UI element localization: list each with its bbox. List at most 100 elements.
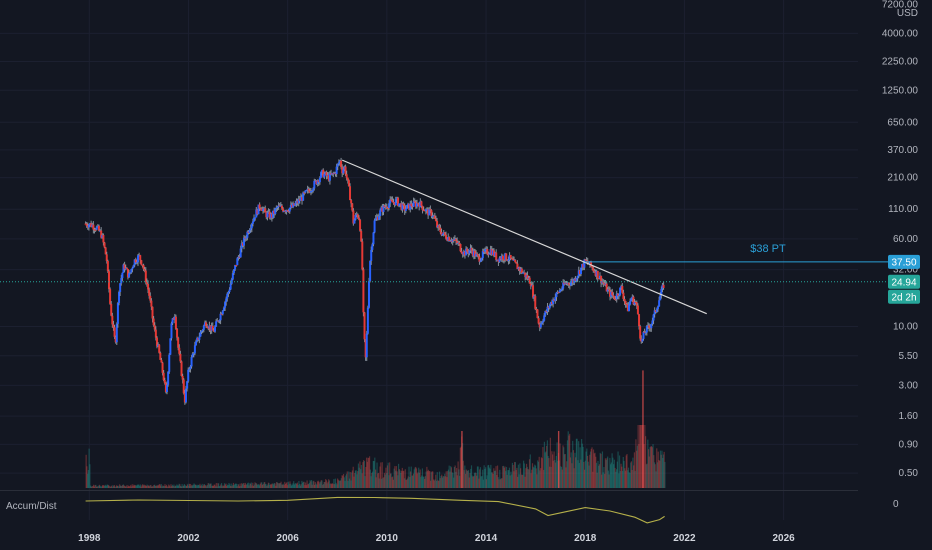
volume-bar: [263, 482, 265, 488]
volume-bar: [305, 482, 307, 488]
candle-body: [496, 259, 499, 261]
candle-body: [575, 278, 578, 281]
candle-body: [415, 203, 418, 207]
candle-body: [462, 251, 465, 255]
volume-bar: [430, 472, 432, 488]
volume-bar: [242, 483, 244, 488]
volume-bar: [288, 483, 290, 488]
volume-bar: [496, 474, 498, 488]
candle-body: [552, 299, 555, 305]
volume-bar: [322, 484, 324, 488]
volume-bar: [131, 484, 133, 488]
volume-bar: [355, 470, 357, 488]
candle-body: [453, 238, 456, 240]
candle-body: [266, 212, 269, 218]
candle-body: [305, 190, 308, 192]
candle-body: [615, 293, 618, 300]
volume-bar: [148, 485, 150, 488]
volume-bar: [526, 466, 528, 488]
accum-dist-pane[interactable]: Accum/Dist 0: [0, 490, 899, 524]
candle-body: [87, 224, 90, 228]
volume-bar: [420, 477, 422, 488]
volume-bar: [159, 484, 161, 488]
candle-body: [148, 289, 151, 296]
volume-bar: [531, 463, 534, 488]
candle-body: [582, 264, 585, 268]
volume-bar: [517, 476, 519, 488]
volume-bar: [301, 480, 303, 488]
volume-bar: [205, 485, 207, 488]
price-axis[interactable]: USD 7200.00 4000.00 2250.00 1250.00 650.00 37…: [882, 0, 920, 479]
volume-bar: [597, 460, 599, 488]
volume-bar: [622, 456, 624, 488]
volume-bar: [476, 466, 479, 488]
candle-body: [409, 203, 412, 210]
volume-bar: [337, 478, 339, 488]
volume-bar: [625, 455, 627, 488]
volume-bar: [405, 479, 407, 488]
volume-bar: [202, 486, 204, 488]
volume-bar: [624, 470, 627, 488]
candle-body: [578, 270, 581, 275]
volume-bar: [113, 485, 116, 488]
candle-body: [420, 201, 423, 206]
time-axis[interactable]: 1998 2002 2006 2010 2014 2018 2022 2026: [78, 533, 795, 544]
volume-bar: [156, 485, 159, 488]
volume-bar: [99, 485, 101, 488]
candle-body: [380, 207, 383, 211]
candle-body: [191, 353, 194, 358]
volume-bar: [589, 454, 591, 488]
volume-bar: [390, 473, 392, 488]
candle-body: [133, 259, 136, 266]
candle-body: [392, 202, 395, 204]
volume-bar: [115, 486, 117, 488]
volume-bar: [214, 484, 216, 488]
candle-body: [167, 371, 170, 385]
volume-bar: [369, 469, 371, 488]
volume-bar: [590, 448, 592, 488]
volume-bar: [297, 485, 299, 488]
candle-body: [312, 188, 315, 191]
candle-body: [597, 278, 600, 280]
volume-bar: [621, 470, 624, 488]
volume-bar: [338, 480, 340, 488]
volume-bar: [339, 480, 342, 488]
candle-body: [103, 242, 106, 248]
volume-bar: [488, 467, 490, 488]
volume-bar: [267, 482, 270, 488]
volume-bar: [608, 474, 610, 488]
volume-bar: [641, 425, 643, 488]
volume-bar: [231, 486, 233, 488]
candle-body: [249, 228, 252, 231]
candle-body: [121, 272, 124, 279]
volume-bar: [193, 483, 195, 488]
volume-bar: [188, 485, 190, 488]
candle-body: [465, 248, 468, 256]
candle-body: [523, 272, 526, 274]
volume-bar: [334, 478, 336, 488]
candle-body: [274, 208, 277, 214]
volume-bar: [244, 485, 246, 488]
volume-bar: [418, 472, 421, 488]
volume-bar: [234, 484, 236, 488]
volume-bar: [238, 486, 241, 488]
candle-body: [162, 372, 165, 381]
volume-bar: [587, 461, 589, 488]
volume-bar: [565, 467, 567, 488]
volume-bar: [596, 472, 598, 488]
candle-body: [195, 341, 198, 346]
candle-body: [84, 223, 87, 225]
candle-body: [335, 166, 338, 175]
candle-body: [344, 166, 347, 175]
candle-body: [640, 338, 643, 342]
candle-body: [497, 259, 500, 262]
volume-bar: [277, 482, 279, 488]
volume-bar: [472, 476, 474, 488]
volume-bar: [102, 485, 104, 488]
candle-body: [397, 197, 400, 206]
volume-bar: [578, 441, 580, 488]
volume-bar: [119, 484, 121, 488]
price-tick-label: 370.00: [887, 145, 918, 156]
volume-bar: [441, 477, 444, 488]
